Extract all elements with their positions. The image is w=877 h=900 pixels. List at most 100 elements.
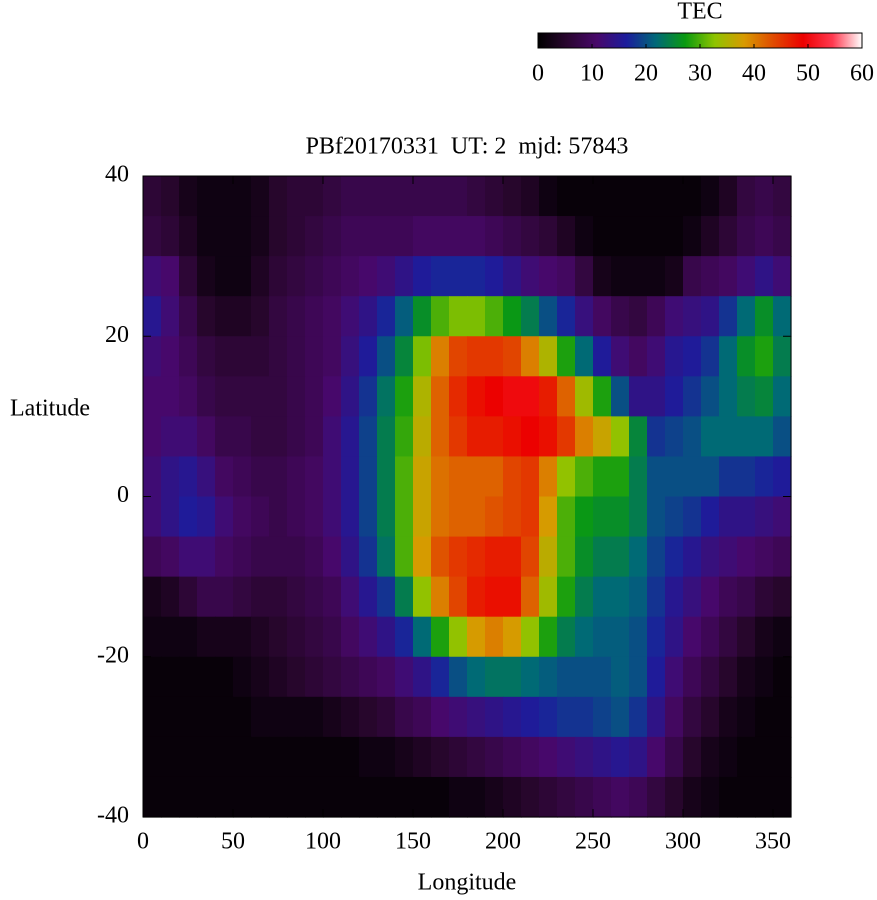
heatmap-cell [593, 416, 612, 458]
heatmap-cell [647, 336, 666, 377]
heatmap-cell [143, 776, 162, 818]
heatmap-cell [737, 536, 756, 578]
heatmap-cell [143, 536, 162, 578]
heatmap-cell [359, 216, 378, 257]
heatmap-cell [773, 216, 792, 257]
heatmap-cell [431, 776, 450, 818]
heatmap-cell [773, 256, 792, 297]
heatmap-cell [431, 336, 450, 377]
heatmap-cell [647, 376, 666, 417]
heatmap-cell [701, 416, 720, 458]
heatmap-cell [557, 216, 576, 257]
heatmap-cell [521, 336, 540, 377]
colorbar-label: TEC [677, 0, 722, 25]
heatmap-cell [485, 296, 504, 337]
heatmap-cell [377, 256, 396, 297]
heatmap-cell [143, 456, 162, 498]
heatmap-cell [755, 296, 774, 337]
heatmap-cell [503, 216, 522, 257]
heatmap-cell [503, 536, 522, 578]
x-axis-label: Longitude [418, 870, 517, 896]
heatmap-cell [323, 336, 342, 377]
heatmap-cell [755, 656, 774, 698]
heatmap-cell [323, 256, 342, 297]
heatmap-cell [305, 496, 324, 538]
heatmap-cell [251, 256, 270, 297]
heatmap-cell [755, 576, 774, 618]
heatmap-cell [557, 696, 576, 738]
heatmap-cell [773, 776, 792, 818]
heatmap-cell [341, 216, 360, 257]
heatmap-cell [251, 456, 270, 498]
heatmap-cell [719, 696, 738, 738]
heatmap-cell [413, 696, 432, 738]
heatmap-cell [629, 456, 648, 498]
heatmap-cell [557, 456, 576, 498]
heatmap-cell [287, 336, 306, 377]
heatmap-cell [341, 576, 360, 618]
heatmap-cell [683, 176, 702, 217]
heatmap-cell [251, 296, 270, 337]
heatmap-cell [251, 736, 270, 778]
heatmap-cell [449, 696, 468, 738]
heatmap-cell [359, 736, 378, 778]
heatmap-cell [665, 776, 684, 818]
colorbar-tick-label: 10 [580, 61, 604, 87]
heatmap-cell [539, 216, 558, 257]
heatmap-cell [467, 736, 486, 778]
heatmap-cell [521, 376, 540, 417]
heatmap-cell [323, 696, 342, 738]
heatmap-cell [431, 616, 450, 658]
heatmap-cell [323, 656, 342, 698]
heatmap-cell [197, 616, 216, 658]
heatmap-cell [539, 376, 558, 417]
heatmap-cell [593, 656, 612, 698]
heatmap-cell [251, 496, 270, 538]
heatmap-cell [557, 736, 576, 778]
heatmap-cell [413, 536, 432, 578]
heatmap-cell [593, 256, 612, 297]
heatmap-cell [575, 496, 594, 538]
heatmap-cell [593, 456, 612, 498]
heatmap-cell [593, 616, 612, 658]
heatmap-cell [611, 456, 630, 498]
heatmap-cell [773, 296, 792, 337]
heatmap-cell [359, 176, 378, 217]
heatmap-cell [611, 616, 630, 658]
heatmap-cell [287, 496, 306, 538]
heatmap-cell [269, 536, 288, 578]
heatmap-cell [611, 176, 630, 217]
heatmap-cell [341, 176, 360, 217]
heatmap-cell [413, 216, 432, 257]
heatmap-cell [179, 416, 198, 458]
heatmap-cell [377, 376, 396, 417]
heatmap-cell [179, 376, 198, 417]
heatmap-cell [305, 336, 324, 377]
heatmap-cell [611, 376, 630, 417]
heatmap-cell [323, 216, 342, 257]
heatmap-cell [575, 376, 594, 417]
heatmap-cell [449, 536, 468, 578]
heatmap-cell [287, 376, 306, 417]
heatmap-cell [575, 456, 594, 498]
heatmap-cell [161, 496, 180, 538]
heatmap-cell [305, 536, 324, 578]
heatmap-cell [179, 216, 198, 257]
heatmap-cell [755, 456, 774, 498]
heatmap-cell [431, 176, 450, 217]
heatmap-cell [701, 496, 720, 538]
heatmap-cell [557, 576, 576, 618]
heatmap-cell [737, 496, 756, 538]
heatmap-cell [719, 176, 738, 217]
heatmap-cell [593, 336, 612, 377]
heatmap-cell [197, 336, 216, 377]
heatmap-cell [629, 336, 648, 377]
heatmap-cell [215, 176, 234, 217]
heatmap-cell [197, 736, 216, 778]
heatmap-cell [269, 456, 288, 498]
heatmap-cell [701, 776, 720, 818]
heatmap-cell [251, 616, 270, 658]
heatmap-cell [701, 176, 720, 217]
heatmap-cell [287, 296, 306, 337]
heatmap-cell [611, 696, 630, 738]
